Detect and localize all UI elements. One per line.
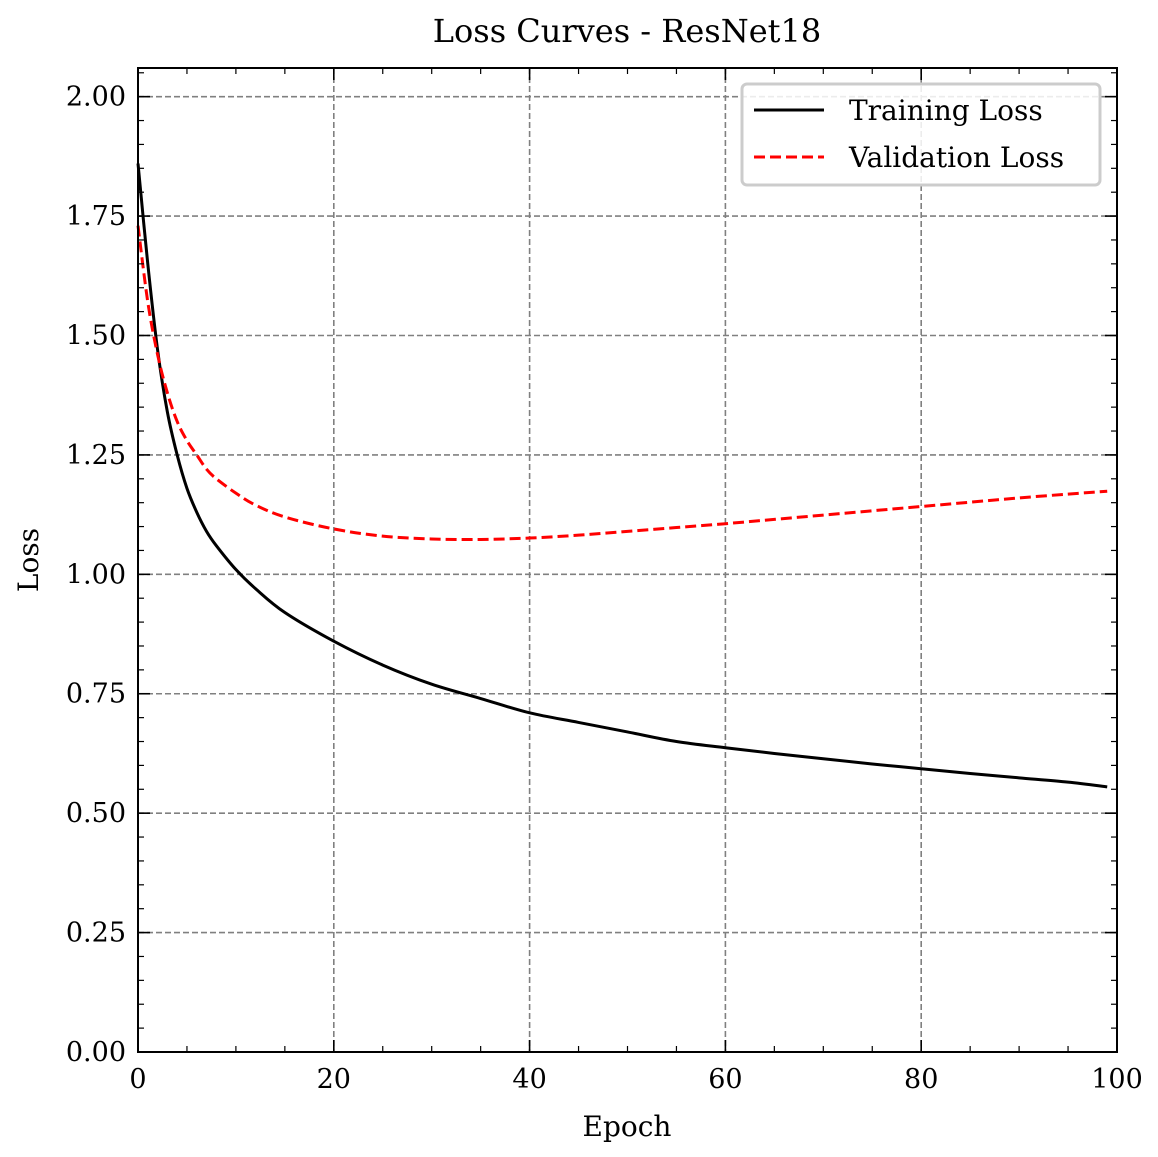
x-axis-label: Epoch (583, 1110, 672, 1143)
validation-loss-line (136, 225, 1108, 542)
x-tick-label: 60 (708, 1064, 742, 1095)
y-tick-label: 2.00 (66, 82, 126, 113)
grid (138, 68, 1117, 1052)
legend: Training Loss Validation Loss (740, 82, 1102, 187)
series-layer (136, 163, 1108, 789)
x-tick-label: 20 (317, 1064, 351, 1095)
y-tick-label: 0.75 (66, 679, 126, 710)
legend-label-validation-loss: Validation Loss (848, 141, 1064, 174)
x-tick-label: 0 (129, 1064, 146, 1095)
x-tick-label: 40 (512, 1064, 546, 1095)
y-tick-label: 1.50 (66, 320, 126, 351)
y-tick-label: 1.00 (66, 559, 126, 590)
tick-labels: 0 20 40 60 80 100 0.00 0.25 0.50 0.75 1.00 1.25 1.50… (66, 82, 1143, 1095)
legend-box (740, 82, 1102, 187)
ticks (137, 68, 1118, 1053)
y-tick-label: 1.25 (66, 440, 126, 471)
legend-label-training-loss: Training Loss (849, 94, 1043, 127)
y-tick-label: 0.50 (66, 798, 126, 829)
chart-title: Loss Curves - ResNet18 (433, 12, 821, 50)
x-tick-label: 80 (904, 1064, 938, 1095)
training-loss-line (136, 163, 1108, 789)
y-tick-label: 0.25 (66, 918, 126, 949)
y-axis-label: Loss (12, 528, 45, 592)
x-tick-label: 100 (1091, 1064, 1143, 1095)
y-tick-label: 0.00 (66, 1037, 126, 1068)
y-tick-label: 1.75 (66, 201, 126, 232)
